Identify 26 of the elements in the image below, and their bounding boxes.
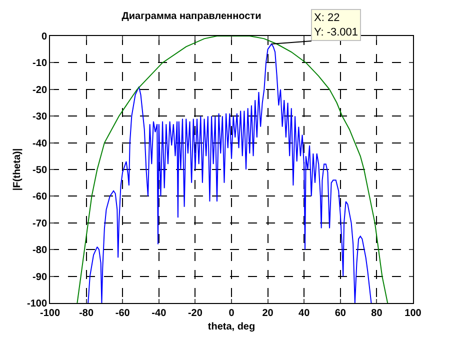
x-tick-label: 100 <box>404 308 422 319</box>
x-tick-label: 40 <box>298 308 310 319</box>
y-tick-label: 0 <box>41 32 48 42</box>
y-tick-label: -50 <box>32 165 48 176</box>
x-tick-label: -80 <box>79 308 94 319</box>
y-tick-label: -100 <box>26 298 48 310</box>
x-tick-label: 20 <box>262 308 274 319</box>
annotation: X: 22 Y: -3.001 <box>314 12 358 38</box>
y-tick-label: -70 <box>32 218 48 230</box>
y-tick-label: -80 <box>32 245 48 256</box>
x-axis-title: theta, deg <box>208 322 256 332</box>
chart-title: Диаграмма направленности <box>122 10 262 22</box>
y-axis-title: |F(theta)| <box>12 148 23 191</box>
y-tick-label: -20 <box>32 84 48 96</box>
x-tick-label: 80 <box>371 308 383 319</box>
y-tick-label: -10 <box>32 58 48 70</box>
x-tick-label: 0 <box>228 308 235 319</box>
y-tick-label: -60 <box>32 192 48 203</box>
x-tick-label: 60 <box>334 308 346 319</box>
y-tick-label: -90 <box>32 272 48 283</box>
x-tick-label: -20 <box>188 308 203 319</box>
y-tick-label: -40 <box>32 138 48 150</box>
y-tick-label: -30 <box>32 112 48 123</box>
x-tick-label: -60 <box>115 308 130 319</box>
x-tick-label: -100 <box>40 308 60 319</box>
x-tick-label: -40 <box>152 308 167 319</box>
